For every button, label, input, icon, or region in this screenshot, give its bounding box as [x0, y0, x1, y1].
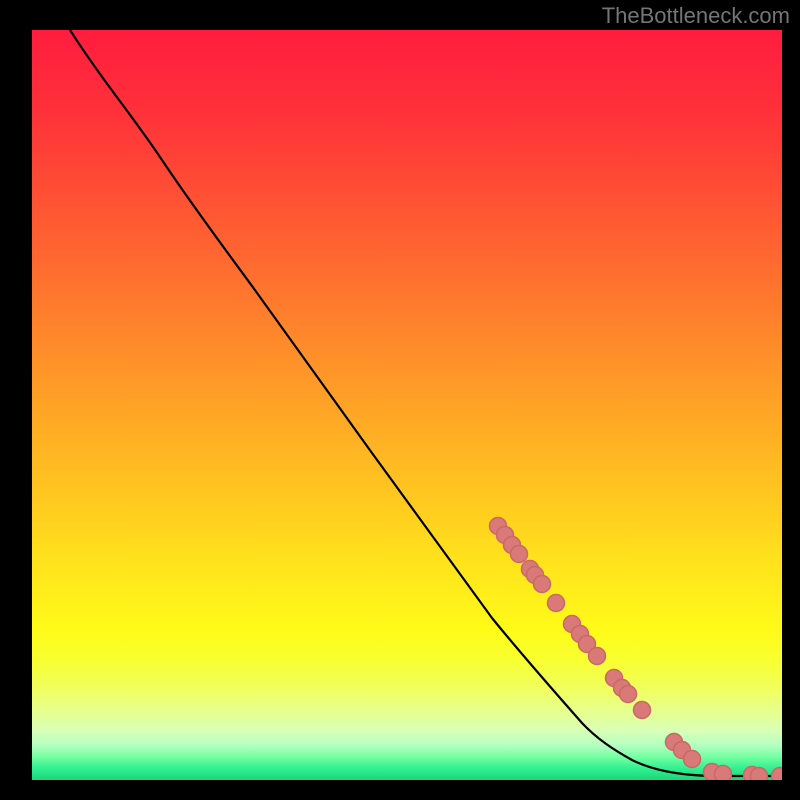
data-point	[772, 768, 783, 781]
data-point	[620, 686, 637, 703]
watermark-text: TheBottleneck.com	[602, 3, 790, 29]
curve-overlay	[32, 30, 782, 780]
chart-container: { "watermark": { "text": "TheBottleneck.…	[0, 0, 800, 800]
bottleneck-curve	[70, 30, 782, 776]
data-point	[684, 751, 701, 768]
data-point	[715, 766, 732, 781]
data-point	[634, 702, 651, 719]
data-point	[534, 576, 551, 593]
data-point	[751, 768, 768, 781]
data-point	[589, 648, 606, 665]
data-point	[548, 595, 565, 612]
plot-area	[32, 30, 782, 780]
data-point	[511, 546, 528, 563]
data-markers	[490, 518, 783, 781]
